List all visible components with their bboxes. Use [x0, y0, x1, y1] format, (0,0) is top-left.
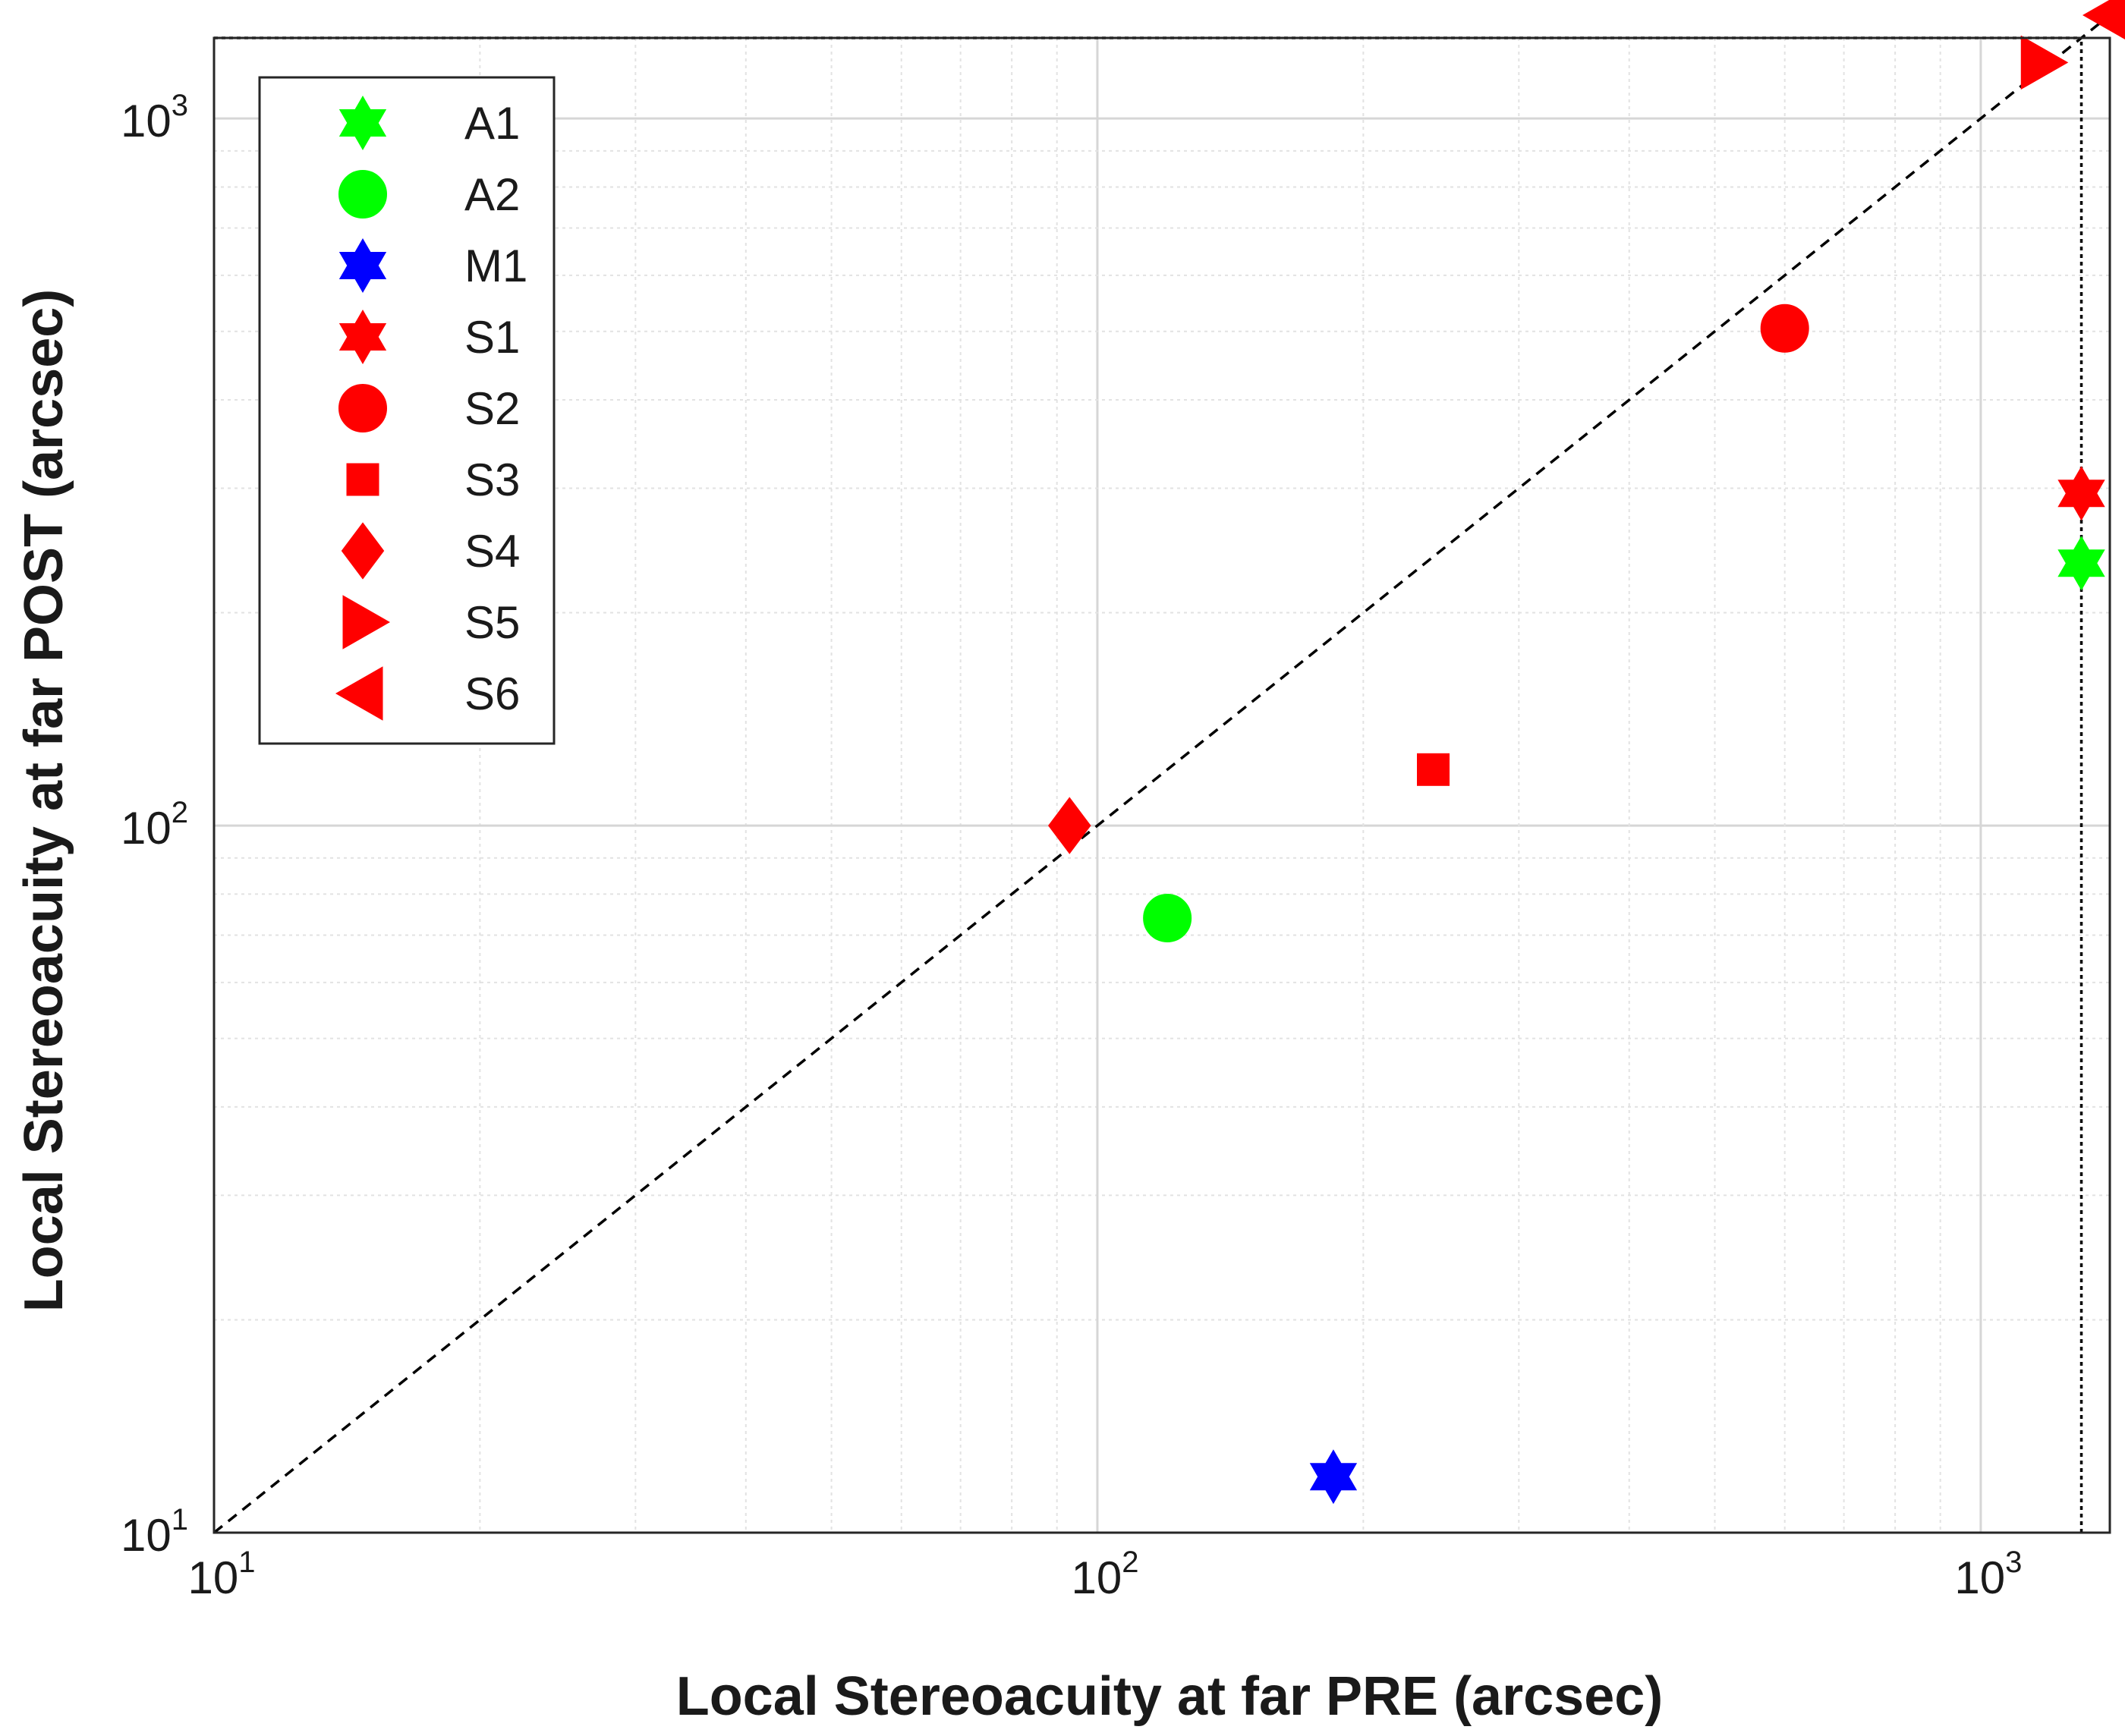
- y-tick-label-1000-exponent: 3: [172, 89, 188, 122]
- x-tick-label-1000-base: 10: [1954, 1552, 2005, 1603]
- point-a2: [1143, 893, 1192, 942]
- x-tick-label-10-base: 10: [188, 1552, 239, 1603]
- plot-frame: [212, 36, 2111, 1534]
- legend-marker-s4: [341, 522, 385, 580]
- y-tick-label-100-exponent: 2: [172, 796, 188, 829]
- point-s6: [2082, 0, 2125, 40]
- y-tick-label-10-base: 10: [121, 1510, 172, 1561]
- legend-marker-s2: [338, 384, 387, 432]
- identity-line: [212, 14, 2111, 1534]
- x-tick-label-100-exponent: 2: [1122, 1546, 1138, 1579]
- legend-marker-m1: [338, 237, 387, 294]
- y-tick-label-1000: 103: [121, 89, 188, 146]
- legend-label-s1: S1: [464, 312, 520, 363]
- y-axis-label: Local Stereoacuity at far POST (arcsec): [14, 289, 74, 1313]
- x-axis-label: Local Stereoacuity at far PRE (arcsec): [676, 1666, 1664, 1727]
- x-tick-label-1000: 103: [1954, 1546, 2022, 1603]
- legend-label-s2: S2: [464, 383, 520, 434]
- legend-label-a1: A1: [464, 98, 520, 149]
- y-tick-label-100-base: 10: [121, 803, 172, 854]
- point-a1: [2057, 536, 2105, 591]
- y-tick-label-10-exponent: 1: [172, 1503, 188, 1536]
- x-tick-label-100-base: 10: [1071, 1552, 1122, 1603]
- legend-marker-a1: [338, 95, 387, 151]
- legend-marker-s6: [335, 666, 383, 721]
- legend-label-m1: M1: [464, 241, 527, 291]
- legend-label-s4: S4: [464, 526, 520, 577]
- legend-box: [258, 76, 556, 745]
- point-s4: [1048, 797, 1091, 854]
- y-tick-label-1000-base: 10: [121, 96, 172, 146]
- x-tick-label-1000-exponent: 3: [2005, 1546, 2022, 1579]
- x-tick-label-100: 102: [1071, 1546, 1138, 1603]
- point-m1: [1309, 1449, 1358, 1505]
- legend-marker-s3: [346, 463, 379, 496]
- data-points: [1048, 0, 2125, 1505]
- y-tick-label-100: 102: [121, 796, 188, 854]
- legend-label-s6: S6: [464, 668, 520, 719]
- point-s2: [1760, 303, 1809, 353]
- legend-label-s3: S3: [464, 454, 520, 505]
- x-tick-label-10: 101: [188, 1546, 256, 1603]
- legend-label-a2: A2: [464, 169, 520, 220]
- point-s5: [2020, 35, 2069, 90]
- legend: A1 A2 M1 S1 S2 S3 S4 S5 S6: [258, 76, 556, 745]
- legend-label-s5: S5: [464, 597, 520, 648]
- legend-marker-a2: [338, 170, 387, 219]
- point-s3: [1417, 753, 1450, 786]
- legend-marker-s1: [338, 309, 387, 365]
- point-s1: [2057, 466, 2105, 521]
- y-tick-label-10: 101: [121, 1503, 188, 1561]
- x-tick-label-10-exponent: 1: [238, 1546, 255, 1579]
- legend-marker-s5: [342, 595, 391, 649]
